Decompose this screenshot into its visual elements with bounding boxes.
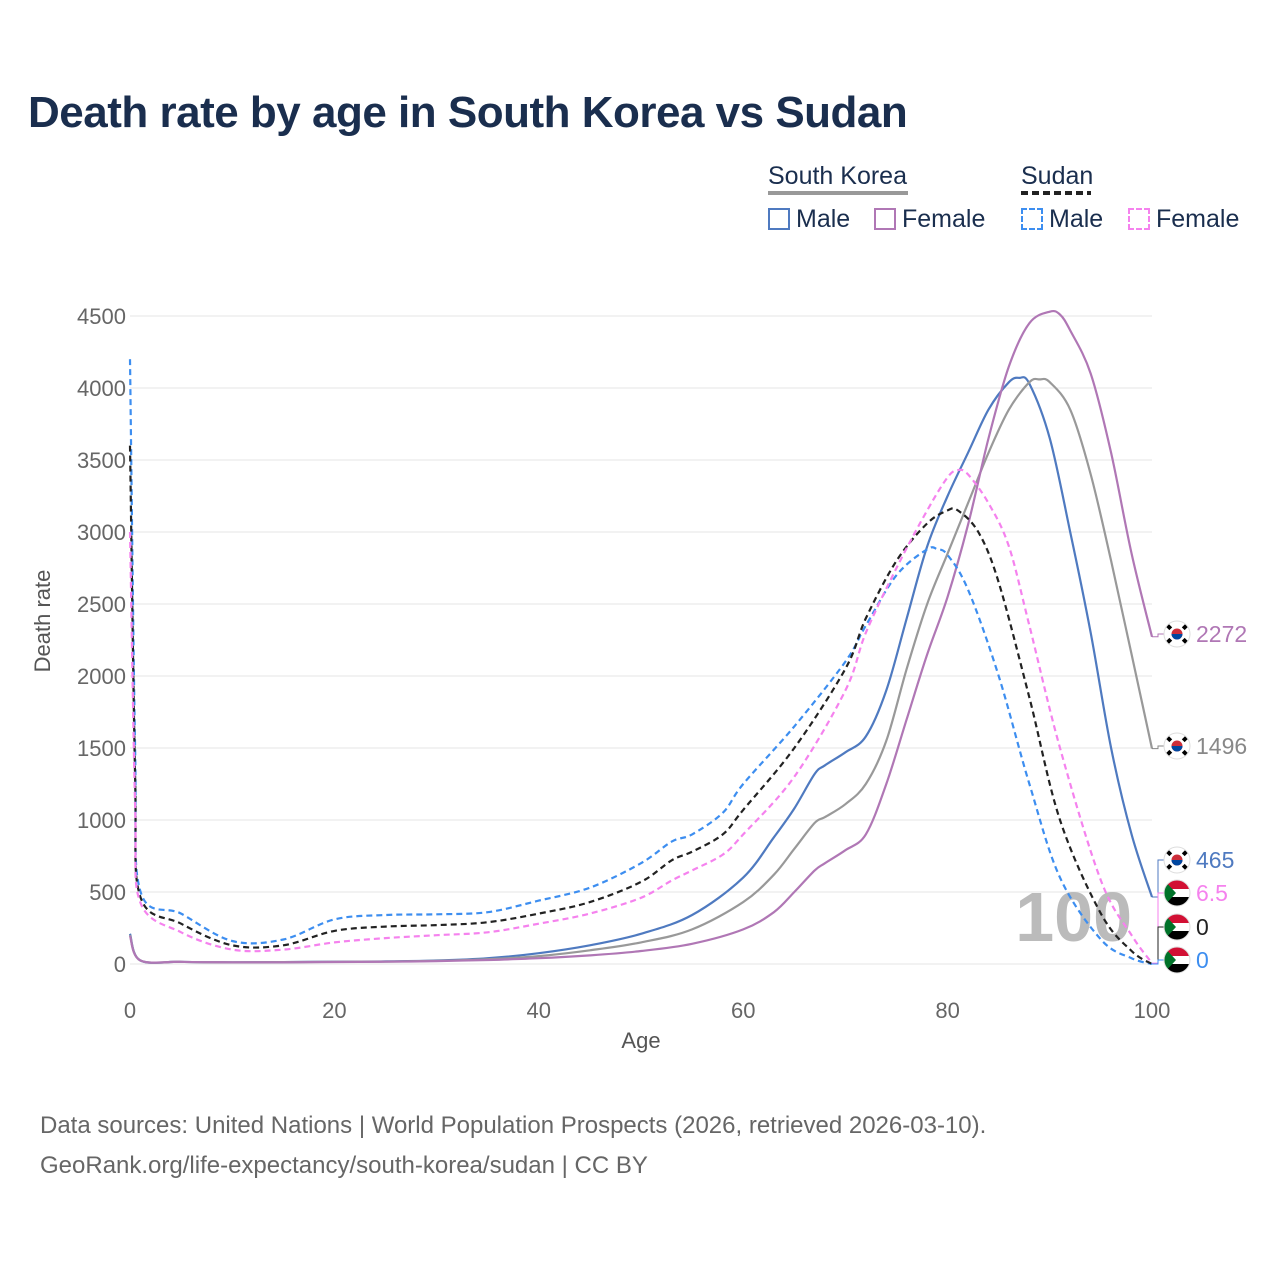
legend-swatch-sudan-male <box>1021 208 1043 230</box>
end-label-value: 465 <box>1196 847 1234 873</box>
source-line-1: Data sources: United Nations | World Pop… <box>40 1112 987 1139</box>
x-axis-label: Age <box>621 1028 660 1053</box>
end-label-value: 6.5 <box>1196 880 1228 906</box>
y-tick-label: 500 <box>89 880 126 905</box>
series-line-south-korea-male[interactable] <box>128 376 1154 964</box>
y-axis-label: Death rate <box>30 570 55 673</box>
chart-title: Death rate by age in South Korea vs Suda… <box>28 88 908 137</box>
series-lines <box>128 309 1154 966</box>
legend-swatch-sudan-female <box>1128 208 1150 230</box>
legend-swatch-south-korea-male <box>768 208 790 230</box>
legend-item-sudan-female[interactable]: Female <box>1128 204 1239 234</box>
y-tick-label: 4500 <box>77 304 126 329</box>
x-tick-label: 0 <box>124 998 136 1023</box>
y-tick-label: 3500 <box>77 448 126 473</box>
y-tick-label: 3000 <box>77 520 126 545</box>
end-labels: 2272 1496 465 6.5 0 0 <box>1152 620 1247 974</box>
end-label-value: 2272 <box>1196 621 1247 647</box>
y-tick-label: 2000 <box>77 664 126 689</box>
x-tick-label: 80 <box>935 998 959 1023</box>
end-label-connector <box>1152 745 1164 750</box>
legend-group-sudan[interactable]: Sudan <box>1021 162 1094 190</box>
series-line-sudan-male[interactable] <box>128 359 1153 966</box>
legend-south-korea-line <box>768 191 908 195</box>
end-label-connector <box>1152 633 1164 638</box>
legend-label-south-korea-female: Female <box>902 204 986 233</box>
x-tick-label: 20 <box>322 998 346 1023</box>
legend-label-sudan-male: Male <box>1049 204 1104 233</box>
series-line-sudan-total[interactable] <box>128 445 1153 965</box>
end-label-connector <box>1152 959 1164 965</box>
y-tick-label: 2500 <box>77 592 126 617</box>
legend-label-south-korea-male: Male <box>796 204 851 233</box>
source-line-2[interactable]: GeoRank.org/life-expectancy/south-korea/… <box>40 1152 648 1179</box>
year-watermark: 100 <box>1015 878 1132 956</box>
x-tick-label: 60 <box>731 998 755 1023</box>
grid <box>130 315 1152 965</box>
legend-item-south-korea-female[interactable]: Female <box>874 204 985 234</box>
legend-item-south-korea-male[interactable]: Male <box>768 204 850 234</box>
y-tick-label: 1000 <box>77 808 126 833</box>
x-tick-label: 40 <box>527 998 551 1023</box>
end-label-value: 0 <box>1196 914 1209 940</box>
legend-item-sudan-male[interactable]: Male <box>1021 204 1103 234</box>
end-label-value: 0 <box>1196 947 1209 973</box>
sudan-flag-icon <box>1163 913 1191 941</box>
series-line-south-korea-total[interactable] <box>128 377 1154 964</box>
legend-group-south-korea[interactable]: South Korea <box>768 162 907 190</box>
legend: South Korea Male Female Sudan Male Femal… <box>760 160 1260 240</box>
end-label-value: 1496 <box>1196 733 1247 759</box>
end-label-connector <box>1152 859 1164 898</box>
sudan-flag-icon <box>1163 879 1191 907</box>
south-korea-flag-icon <box>1163 732 1191 760</box>
south-korea-flag-icon <box>1163 846 1191 874</box>
legend-sudan-line <box>1021 191 1091 195</box>
sudan-flag-icon <box>1163 946 1191 974</box>
legend-label-sudan-female: Female <box>1156 204 1240 233</box>
axes: 0 500 1000 1500 2000 2500 3000 3500 4000 4500 0 20 4… <box>77 304 1170 1023</box>
y-tick-label: 0 <box>114 952 126 977</box>
series-line-sudan-female[interactable] <box>128 468 1153 964</box>
x-tick-label: 100 <box>1134 998 1171 1023</box>
y-tick-label: 1500 <box>77 736 126 761</box>
legend-swatch-south-korea-female <box>874 208 896 230</box>
series-line-south-korea-female[interactable] <box>128 309 1154 964</box>
end-label-connector <box>1152 926 1164 965</box>
y-tick-label: 4000 <box>77 376 126 401</box>
south-korea-flag-icon <box>1163 620 1191 648</box>
source-note: Data sources: United Nations | World Pop… <box>40 1106 986 1186</box>
